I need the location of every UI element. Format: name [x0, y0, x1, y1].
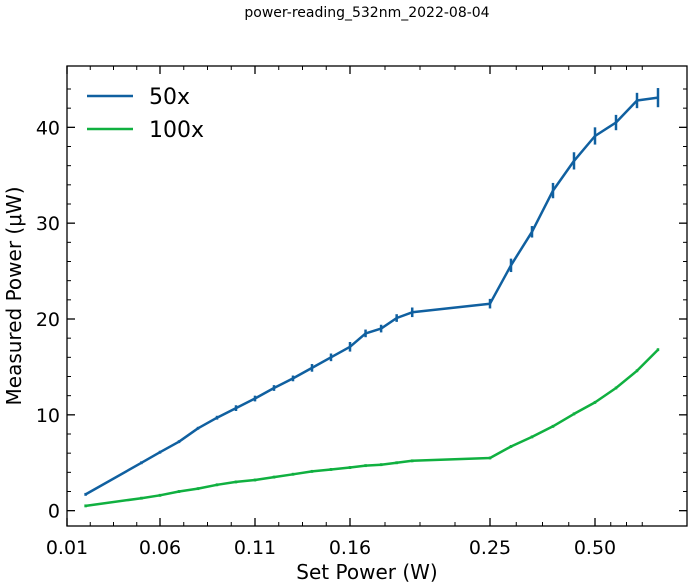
x-tick-label: 0.50	[574, 537, 616, 559]
chart-title: power-reading_532nm_2022-08-04	[244, 5, 489, 21]
x-tick-label: 0.16	[329, 537, 371, 559]
x-axis: 0.01 0.06 0.11 0.16 0.25 0.50	[46, 66, 643, 559]
series-line-100x	[85, 348, 659, 508]
y-tick-label: 10	[36, 405, 60, 427]
y-axis: 0 10 20 30 40	[36, 88, 687, 523]
x-tick-label: 0.01	[46, 537, 88, 559]
y-tick-label: 40	[36, 117, 60, 139]
x-tick-label: 0.25	[469, 537, 511, 559]
legend: 50x 100x	[87, 85, 204, 143]
y-tick-label: 20	[36, 309, 60, 331]
x-tick-label: 0.11	[234, 537, 276, 559]
plot-frame	[66, 65, 688, 527]
y-tick-label: 0	[48, 501, 60, 523]
y-axis-label: Measured Power (μW)	[2, 187, 26, 406]
x-axis-label: Set Power (W)	[296, 560, 437, 584]
series-line-50x	[84, 96, 659, 496]
legend-label-100x: 100x	[149, 118, 204, 143]
y-tick-label: 30	[36, 213, 60, 235]
plot-area	[84, 88, 660, 508]
x-tick-label: 0.06	[139, 537, 181, 559]
legend-label-50x: 50x	[149, 85, 190, 110]
